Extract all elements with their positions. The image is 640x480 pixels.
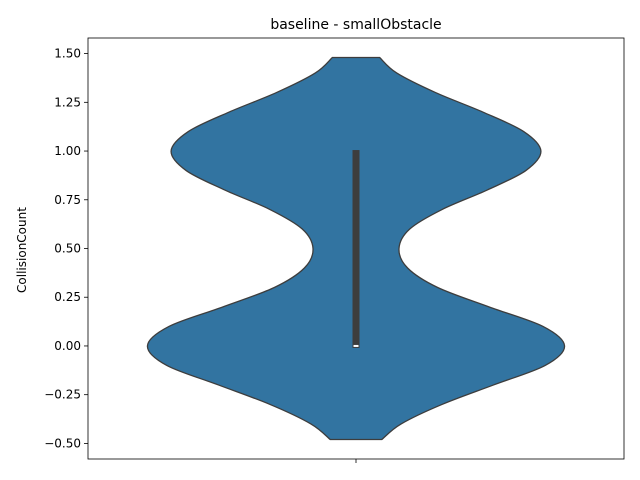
y-tick-label: 1.50 xyxy=(54,47,81,61)
chart-title: baseline - smallObstacle xyxy=(270,17,441,33)
y-tick-label: 1.00 xyxy=(54,144,81,158)
plot-area xyxy=(146,56,566,441)
y-axis-label: CollisionCount xyxy=(15,207,29,293)
box-iqr xyxy=(352,150,360,348)
y-axis: −0.50 −0.25 0.00 0.25 0.50 0.75 1.00 1.25 1.50 xyxy=(44,47,88,450)
plot-frame xyxy=(87,37,625,460)
y-tick-label: 0.75 xyxy=(54,193,81,207)
y-tick-label: 1.25 xyxy=(54,95,81,109)
median-marker xyxy=(353,344,359,347)
y-tick-label: −0.25 xyxy=(44,388,81,402)
y-tick-label: 0.50 xyxy=(54,242,81,256)
y-tick-label: 0.00 xyxy=(54,339,81,353)
y-tick-label: 0.25 xyxy=(54,290,81,304)
y-tick-label: −0.50 xyxy=(44,436,81,450)
